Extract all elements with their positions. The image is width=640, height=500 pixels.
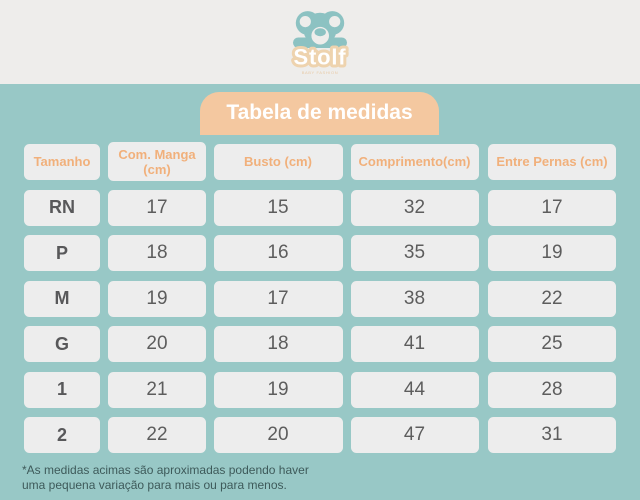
svg-text:Stolf: Stolf	[294, 45, 347, 70]
svg-text:BABY FASHION: BABY FASHION	[302, 70, 338, 75]
